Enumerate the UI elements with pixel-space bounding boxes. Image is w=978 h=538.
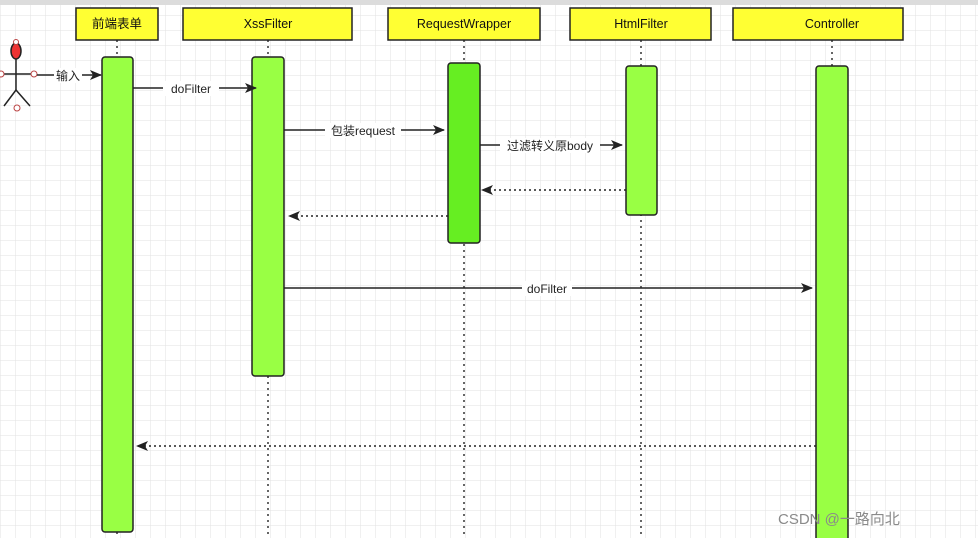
actor-user-icon[interactable] [0,39,38,112]
participant-controller[interactable]: Controller [732,7,904,41]
participant-label: Controller [805,17,859,31]
message-label: 输入 [56,68,80,83]
activation-xssfilter[interactable] [251,56,285,377]
participant-frontend[interactable]: 前端表单 [75,7,159,41]
activation-requestwrapper[interactable] [447,62,481,244]
participant-label: XssFilter [244,17,293,31]
participant-label: HtmlFilter [614,17,667,31]
activation-htmlfilter[interactable] [625,65,658,216]
participant-label: RequestWrapper [417,17,511,31]
message-label: 过滤转义原body [507,138,593,153]
watermark: CSDN @一路向北 [778,511,900,528]
message-label: doFilter [527,282,567,296]
top-band [0,0,978,5]
participant-htmlfilter[interactable]: HtmlFilter [569,7,712,41]
message-label: doFilter [171,82,211,96]
participant-xssfilter[interactable]: XssFilter [182,7,353,41]
participant-requestwrapper[interactable]: RequestWrapper [387,7,541,41]
participant-label: 前端表单 [92,16,142,31]
message-label: 包装request [331,124,396,138]
activation-frontend[interactable] [101,56,134,533]
activation-controller[interactable] [815,65,849,538]
